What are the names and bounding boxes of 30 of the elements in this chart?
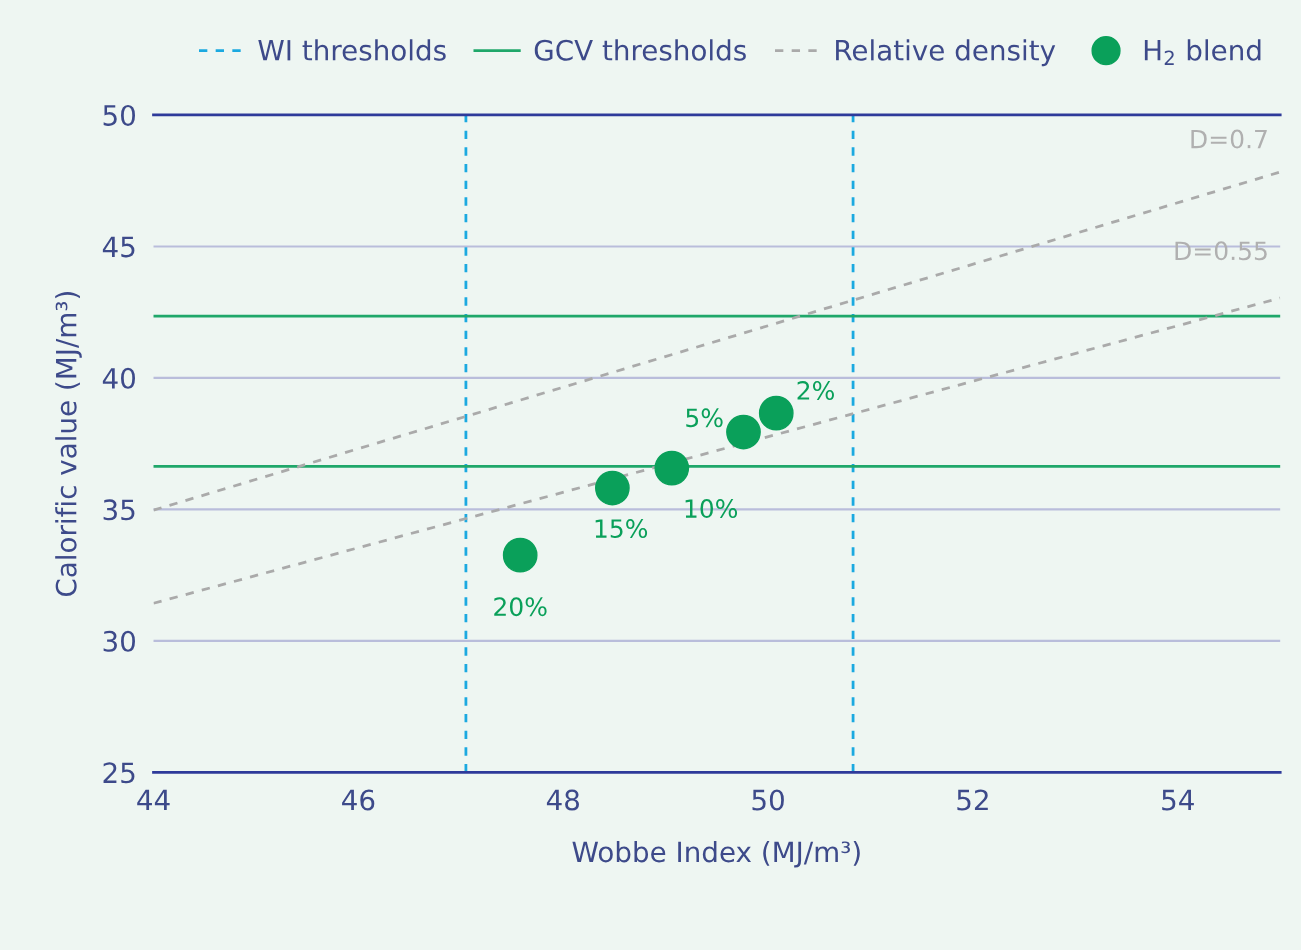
y-tick-label: 30 <box>103 630 136 652</box>
x-tick-label: 50 <box>752 789 784 811</box>
legend-label: Relative density <box>836 39 1056 67</box>
legend-label: GCV thresholds <box>534 39 746 61</box>
y-tick-label: 45 <box>102 236 135 258</box>
annotation: 20% <box>494 597 547 617</box>
legend-label: WI thresholds <box>258 39 446 61</box>
point <box>502 537 538 573</box>
annotation: 10% <box>685 499 738 519</box>
x-tick-label: 48 <box>546 789 579 811</box>
y-axis-title: Calorific value (MJ/m³) <box>55 292 82 597</box>
annotation: D=0.55 <box>1175 241 1267 261</box>
x-tick-label: 46 <box>342 789 375 811</box>
y-tick-label: 35 <box>103 499 135 521</box>
x-tick-label: 52 <box>957 789 988 811</box>
point <box>758 395 794 431</box>
legend-label: H$_{2}$ blend <box>1144 39 1261 65</box>
annotation: 15% <box>595 519 648 538</box>
point <box>595 470 630 506</box>
y-tick-label: 25 <box>103 762 135 784</box>
annotation: 2% <box>797 381 834 400</box>
y-tick-label: 50 <box>103 104 136 126</box>
annotation: 5% <box>686 408 723 428</box>
point <box>654 450 690 486</box>
annotation: D=0.7 <box>1191 129 1267 149</box>
x-tick-label: 54 <box>1162 789 1194 811</box>
x-axis-title: Wobbe Index (MJ/m³) <box>572 840 860 868</box>
x-tick-label: 44 <box>137 789 170 811</box>
y-tick-label: 40 <box>102 367 136 389</box>
point <box>726 414 761 450</box>
